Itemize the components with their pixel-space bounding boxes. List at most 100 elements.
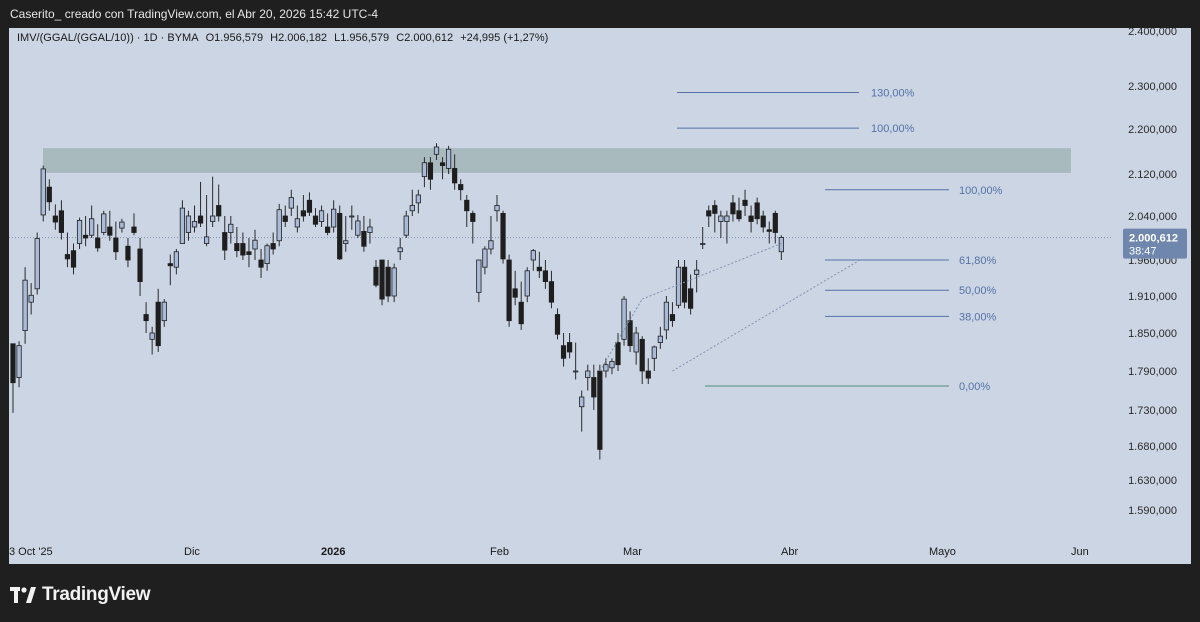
candle-body	[22, 279, 28, 331]
candle	[337, 205, 343, 260]
fib-level-label: 100,00%	[871, 123, 915, 135]
candle-body	[10, 343, 16, 384]
candle	[16, 341, 22, 388]
candle	[155, 288, 161, 352]
candle	[391, 263, 397, 303]
candle	[349, 205, 355, 230]
candle	[585, 364, 591, 391]
candle-body	[83, 234, 89, 239]
candle	[736, 197, 742, 222]
candle	[355, 214, 361, 238]
candle-body	[470, 212, 476, 222]
candle	[579, 390, 585, 432]
candle	[470, 210, 476, 244]
candle	[167, 254, 173, 286]
candle-body	[500, 212, 506, 260]
candle-body	[391, 267, 397, 297]
candle	[306, 192, 313, 216]
candle	[476, 259, 482, 303]
candle-body	[113, 237, 119, 253]
candle-body	[373, 266, 379, 286]
candle-body	[548, 281, 555, 303]
chart-caption: Caserito_ creado con TradingView.com, el…	[10, 7, 378, 21]
candle	[185, 210, 192, 241]
candle	[222, 216, 228, 260]
candle-body	[421, 162, 428, 178]
candle	[300, 195, 307, 222]
price-badge-value: 2.000,612	[1129, 233, 1178, 245]
candle	[482, 246, 488, 275]
candle-body	[343, 240, 349, 244]
candle-body	[324, 226, 331, 233]
candle-body	[603, 364, 609, 372]
candle-body	[688, 288, 694, 309]
candle	[240, 232, 246, 260]
trend-line	[599, 298, 643, 372]
candle-body	[131, 226, 137, 233]
candle	[669, 302, 676, 327]
candle	[331, 200, 337, 233]
candle	[324, 213, 331, 236]
candle-body	[318, 210, 325, 222]
candle	[101, 210, 107, 236]
candle-body	[700, 243, 706, 245]
candle	[34, 232, 40, 295]
candle-body	[222, 232, 228, 251]
candle	[70, 243, 77, 275]
candle-body	[675, 266, 682, 306]
time-tick-label: 3 Oct '25	[9, 546, 53, 558]
candle	[40, 165, 46, 222]
candle-body	[197, 215, 204, 224]
candle-body	[736, 210, 742, 220]
candle-body	[264, 245, 270, 264]
candle-body	[234, 243, 240, 252]
candle-body	[64, 254, 71, 260]
candle	[766, 221, 772, 244]
candle	[433, 143, 440, 160]
candle-body	[742, 199, 748, 206]
candle	[452, 154, 458, 190]
time-tick-label: Dic	[184, 546, 200, 558]
candle	[95, 224, 101, 252]
candle	[379, 259, 385, 306]
candle	[500, 210, 506, 264]
candle	[694, 260, 700, 293]
candle-body	[125, 245, 131, 261]
price-tick-label: 2.400,000	[1128, 28, 1177, 38]
candle-body	[464, 199, 470, 212]
candle	[179, 200, 185, 244]
price-tick-label: 1.680,000	[1128, 441, 1177, 453]
resistance-zone[interactable]	[43, 148, 1071, 173]
candle	[385, 260, 391, 303]
candle-body	[651, 346, 657, 359]
candle	[58, 200, 65, 240]
chart-area[interactable]: 130,00% 100,00% 100,00% 61,80% 50,00% 38,00% 0…	[9, 28, 1191, 564]
candle	[512, 270, 518, 306]
time-tick-label: Mar	[623, 546, 642, 558]
legend-open: O1.956,579	[205, 32, 264, 44]
time-tick-label: Mayo	[929, 546, 956, 558]
candle	[312, 208, 319, 227]
legend-close: C2.000,612	[396, 32, 454, 44]
candle	[772, 210, 778, 244]
candle-body	[191, 221, 198, 228]
candle-body	[216, 205, 222, 217]
candle-body	[724, 215, 730, 222]
candle	[548, 270, 555, 309]
candle	[113, 221, 119, 260]
legend-low: L1.956,579	[334, 32, 390, 44]
candle	[506, 254, 512, 327]
candle	[397, 238, 403, 260]
candle	[645, 358, 651, 384]
price-tick-label: 1.730,000	[1128, 405, 1177, 417]
candle	[234, 227, 240, 258]
candle	[64, 232, 71, 268]
candle	[627, 311, 633, 352]
price-tick-label: 1.910,000	[1128, 291, 1177, 303]
candle	[494, 195, 500, 222]
candle-body	[312, 215, 319, 225]
candlestick-chart[interactable]: 130,00% 100,00% 100,00% 61,80% 50,00% 38,00% 0…	[9, 28, 1191, 564]
candle	[210, 176, 216, 227]
candle	[742, 189, 748, 216]
trend-line	[642, 243, 782, 300]
